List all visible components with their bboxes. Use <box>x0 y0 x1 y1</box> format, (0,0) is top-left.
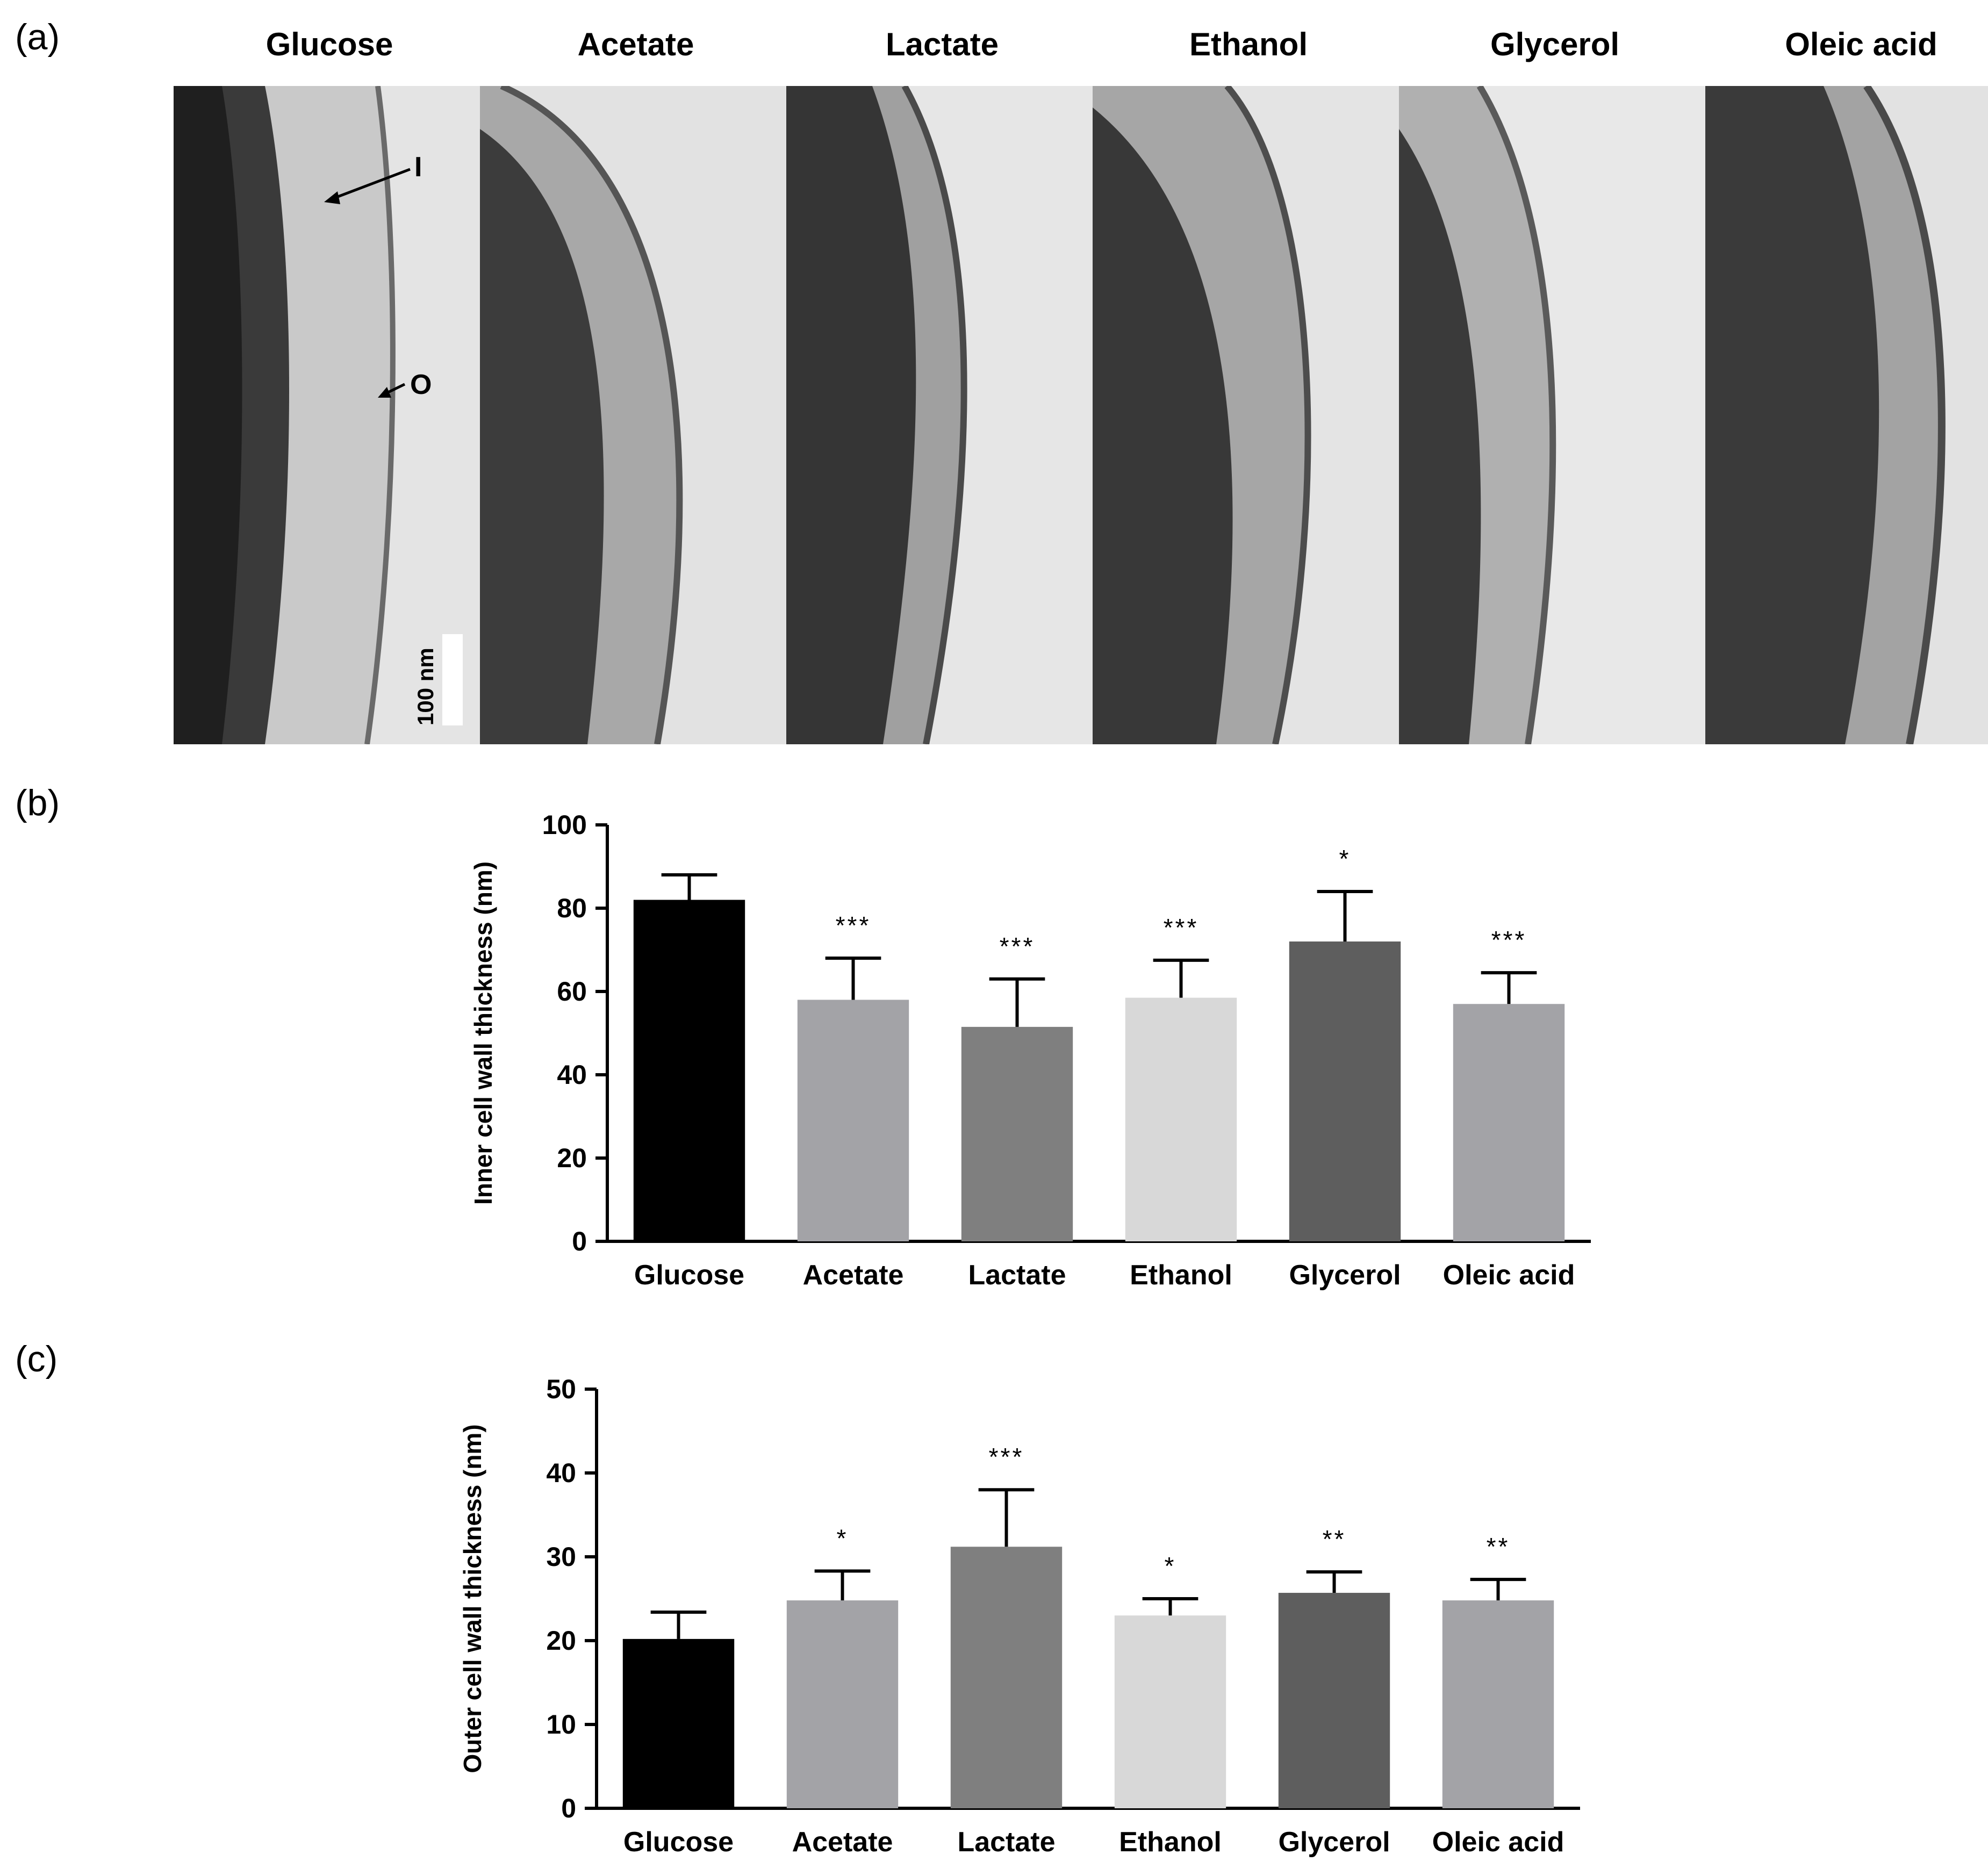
x-tick-label: Glucose <box>623 1827 734 1858</box>
micrograph-title-lactate: Lactate <box>885 26 999 62</box>
micrograph-title-acetate: Acetate <box>577 26 694 62</box>
panel-label-c: (c) <box>15 1339 58 1379</box>
panel-label-b: (b) <box>15 782 60 823</box>
micrograph-title-glycerol: Glycerol <box>1490 26 1620 62</box>
chart-inner-wall-thickness: Inner cell wall thickness (nm) 0 20 40 60 80 1… <box>469 810 1591 1291</box>
x-tick-label: Acetate <box>803 1260 904 1291</box>
bar <box>786 1600 899 1808</box>
scale-bar-label: 100 nm <box>413 648 438 725</box>
x-tick-label: Glycerol <box>1289 1260 1401 1291</box>
bar <box>622 1638 735 1808</box>
x-tick-label: Oleic acid <box>1443 1260 1575 1291</box>
bar <box>1114 1615 1226 1808</box>
micrograph-ethanol <box>1093 86 1399 744</box>
y-tick-label: 0 <box>572 1226 587 1256</box>
y-tick-label: 0 <box>561 1793 576 1823</box>
scale-bar <box>442 634 463 725</box>
micrograph-title-ethanol: Ethanol <box>1189 26 1308 62</box>
y-tick-label: 20 <box>557 1143 587 1173</box>
significance-marker: *** <box>989 1443 1024 1471</box>
x-tick-label: Glucose <box>634 1260 744 1291</box>
y-tick-label: 100 <box>542 810 587 840</box>
y-axis-label: Inner cell wall thickness (nm) <box>469 861 497 1205</box>
bar <box>1442 1600 1554 1808</box>
micrograph-acetate <box>480 86 786 744</box>
micrograph-glycerol <box>1399 86 1705 744</box>
micrograph-title-glucose: Glucose <box>265 26 393 62</box>
x-tick-label: Acetate <box>792 1827 893 1858</box>
y-tick-label: 40 <box>546 1458 576 1488</box>
x-tick-label: Lactate <box>968 1260 1066 1291</box>
significance-marker: * <box>1165 1552 1176 1580</box>
significance-marker: * <box>1339 845 1351 873</box>
significance-marker: *** <box>1491 926 1527 954</box>
significance-marker: * <box>837 1525 849 1552</box>
significance-marker: *** <box>1164 914 1199 941</box>
y-tick-label: 30 <box>546 1542 576 1572</box>
annotation-outer: O <box>410 369 432 400</box>
y-axis-label: Outer cell wall thickness (nm) <box>458 1424 486 1773</box>
y-tick-label: 50 <box>546 1374 576 1404</box>
x-tick-label: Ethanol <box>1130 1260 1232 1291</box>
y-tick-label: 60 <box>557 976 587 1007</box>
bar <box>797 1000 909 1241</box>
significance-marker: *** <box>1000 932 1035 960</box>
micrograph-title-oleic-acid: Oleic acid <box>1785 26 1937 62</box>
panel-label-a: (a) <box>15 17 60 57</box>
y-tick-label: 80 <box>557 893 587 923</box>
significance-marker: ** <box>1487 1533 1510 1561</box>
bar <box>1278 1593 1390 1808</box>
bar <box>1453 1004 1565 1241</box>
micrograph-oleic-acid <box>1705 86 1988 744</box>
bar <box>1125 997 1237 1241</box>
significance-marker: ** <box>1323 1525 1346 1553</box>
annotation-inner: I <box>414 152 422 183</box>
y-tick-label: 40 <box>557 1060 587 1090</box>
bar <box>950 1547 1063 1808</box>
bar <box>961 1026 1073 1241</box>
chart-outer-wall-thickness: Outer cell wall thickness (nm) 0 10 20 30 40 5… <box>458 1374 1580 1858</box>
x-tick-label: Oleic acid <box>1432 1827 1564 1858</box>
y-tick-label: 10 <box>546 1709 576 1740</box>
micrograph-lactate <box>786 86 1093 744</box>
y-tick-label: 20 <box>546 1626 576 1656</box>
x-tick-label: Lactate <box>957 1827 1055 1858</box>
x-tick-label: Glycerol <box>1278 1827 1390 1858</box>
micrograph-glucose: I O 100 nm <box>174 86 480 744</box>
x-tick-label: Ethanol <box>1119 1827 1222 1858</box>
bar <box>1289 941 1401 1241</box>
bar <box>633 900 745 1241</box>
significance-marker: *** <box>836 911 871 939</box>
